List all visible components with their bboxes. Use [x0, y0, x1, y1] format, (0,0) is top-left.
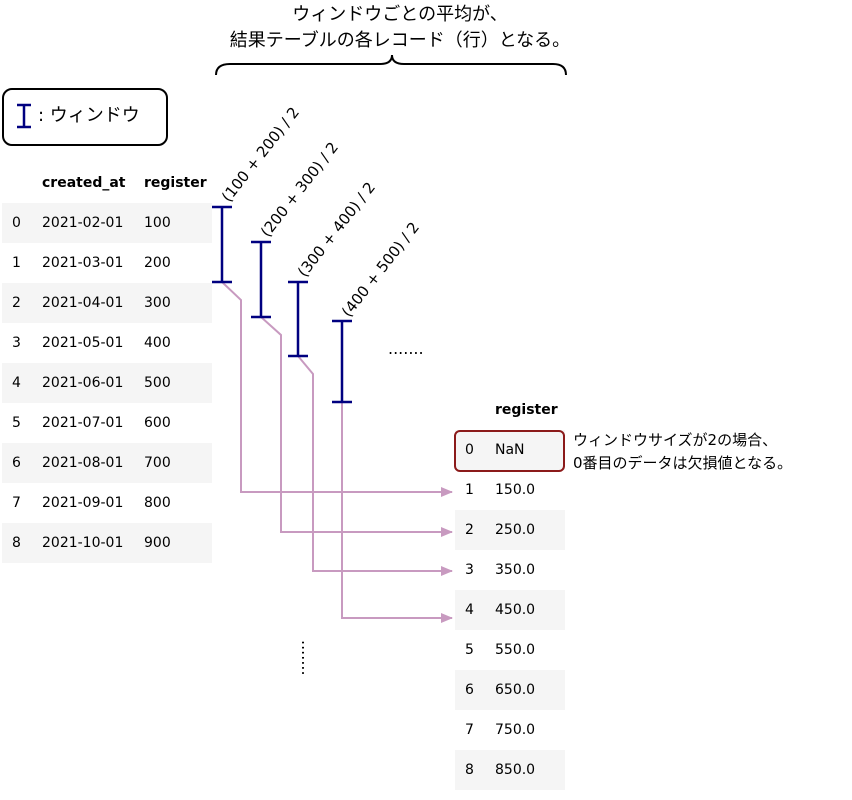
row-index: 5: [465, 642, 474, 658]
diagram-title: ウィンドウごとの平均が、 結果テーブルの各レコード（行）となる。: [170, 2, 630, 54]
row-index: 4: [2, 363, 32, 403]
header-register: register: [485, 390, 565, 430]
window-arrow: [260, 316, 453, 537]
window-bracket: [332, 319, 352, 404]
created-at-cell: 2021-04-01: [32, 283, 134, 323]
created-at-cell: 2021-06-01: [32, 363, 134, 403]
table-row: 5 2021-07-01 600: [2, 403, 212, 443]
header-register: register: [134, 163, 212, 203]
nan-highlight-box: [454, 430, 565, 472]
register-cell: NaN: [485, 430, 565, 470]
row-index: 1: [12, 255, 21, 271]
table-row: 7 2021-09-01 800: [2, 483, 212, 523]
window-arrow: [221, 281, 453, 497]
title-line-2: 結果テーブルの各レコード（行）となる。: [229, 30, 571, 51]
register-cell: 450.0: [485, 590, 565, 630]
row-index: 6: [455, 670, 485, 710]
row-index: 8: [2, 523, 32, 563]
created-at-cell: 2021-05-01: [42, 335, 124, 351]
legend-label: : ウィンドウ: [38, 105, 140, 126]
row-index: 4: [455, 590, 485, 630]
row-index: 0: [455, 430, 485, 470]
register-cell: 850.0: [485, 750, 565, 790]
table-row: 8 850.0: [455, 750, 565, 790]
table-row: 7 750.0: [455, 710, 565, 750]
window-arrow: [341, 402, 453, 623]
register-cell: 350.0: [495, 562, 536, 578]
window-formula-label: (400 + 500) / 2: [338, 219, 423, 321]
window-bracket: [212, 205, 232, 284]
row-index: 8: [455, 750, 485, 790]
header-created-at: created_at: [32, 163, 134, 203]
register-cell: 800: [144, 495, 171, 511]
table-row: 6 2021-08-01 700: [2, 443, 212, 483]
created-at-cell: 2021-09-01: [42, 495, 124, 511]
register-cell: 200: [144, 255, 171, 271]
table-row: 1 150.0: [455, 470, 565, 510]
title-line-1: ウィンドウごとの平均が、: [292, 4, 508, 25]
row-index: 7: [465, 722, 474, 738]
created-at-cell: 2021-07-01: [42, 415, 124, 431]
register-cell: 500: [134, 363, 212, 403]
register-cell: 900: [134, 523, 212, 563]
register-cell: 150.0: [495, 482, 536, 498]
created-at-cell: 2021-08-01: [32, 443, 134, 483]
register-cell: 100: [134, 203, 212, 243]
table-row: 0 NaN: [455, 430, 565, 470]
ellipsis-vertical: .......: [298, 640, 317, 676]
register-cell: 700: [134, 443, 212, 483]
created-at-cell: 2021-02-01: [32, 203, 134, 243]
row-index: 2: [2, 283, 32, 323]
register-cell: 750.0: [495, 722, 536, 738]
row-index: 2: [455, 510, 485, 550]
table-header-row: created_at register: [2, 163, 212, 203]
register-cell: 250.0: [485, 510, 565, 550]
table-row: 4 2021-06-01 500: [2, 363, 212, 403]
legend-box: : ウィンドウ: [2, 88, 168, 146]
header-index: [2, 163, 32, 203]
missing-value-note: ウィンドウサイズが2の場合、 0番目のデータは欠損値となる。: [573, 429, 792, 475]
note-line-2: 0番目のデータは欠損値となる。: [573, 454, 793, 472]
window-bracket-icon: [17, 103, 31, 129]
row-index: 6: [2, 443, 32, 483]
register-cell: 300: [134, 283, 212, 323]
window-arrow: [297, 355, 453, 576]
table-row: 5 550.0: [455, 630, 565, 670]
row-index: 1: [465, 482, 474, 498]
table-row: 1 2021-03-01 200: [2, 243, 212, 283]
header-index: [455, 390, 485, 430]
register-cell: 550.0: [495, 642, 536, 658]
table-row: 3 2021-05-01 400: [2, 323, 212, 363]
table-row: 4 450.0: [455, 590, 565, 630]
row-index: 5: [12, 415, 21, 431]
note-line-1: ウィンドウサイズが2の場合、: [573, 431, 778, 449]
row-index: 7: [12, 495, 21, 511]
ellipsis-horizontal: .......: [388, 339, 424, 358]
window-3: (400 + 500) / 2: [332, 219, 453, 623]
register-cell: 650.0: [485, 670, 565, 710]
window-bracket: [251, 240, 271, 319]
created-at-cell: 2021-10-01: [32, 523, 134, 563]
table-header-row: register: [455, 390, 565, 430]
table-row: 8 2021-10-01 900: [2, 523, 212, 563]
table-row: 6 650.0: [455, 670, 565, 710]
window-bracket: [288, 280, 308, 358]
register-cell: 400: [144, 335, 171, 351]
created-at-cell: 2021-03-01: [42, 255, 124, 271]
register-cell: 600: [144, 415, 171, 431]
row-index: 0: [2, 203, 32, 243]
result-table: register 0 NaN 1 150.0 2 250.0 3 350.0 4 450.0 5 55…: [455, 390, 565, 790]
source-table: created_at register 0 2021-02-01 100 1 2021-…: [2, 163, 212, 563]
row-index: 3: [465, 562, 474, 578]
window-2: (300 + 400) / 2: [288, 179, 453, 576]
table-row: 3 350.0: [455, 550, 565, 590]
table-row: 2 250.0: [455, 510, 565, 550]
table-row: 0 2021-02-01 100: [2, 203, 212, 243]
table-row: 2 2021-04-01 300: [2, 283, 212, 323]
group-brace: [215, 54, 567, 76]
row-index: 3: [12, 335, 21, 351]
